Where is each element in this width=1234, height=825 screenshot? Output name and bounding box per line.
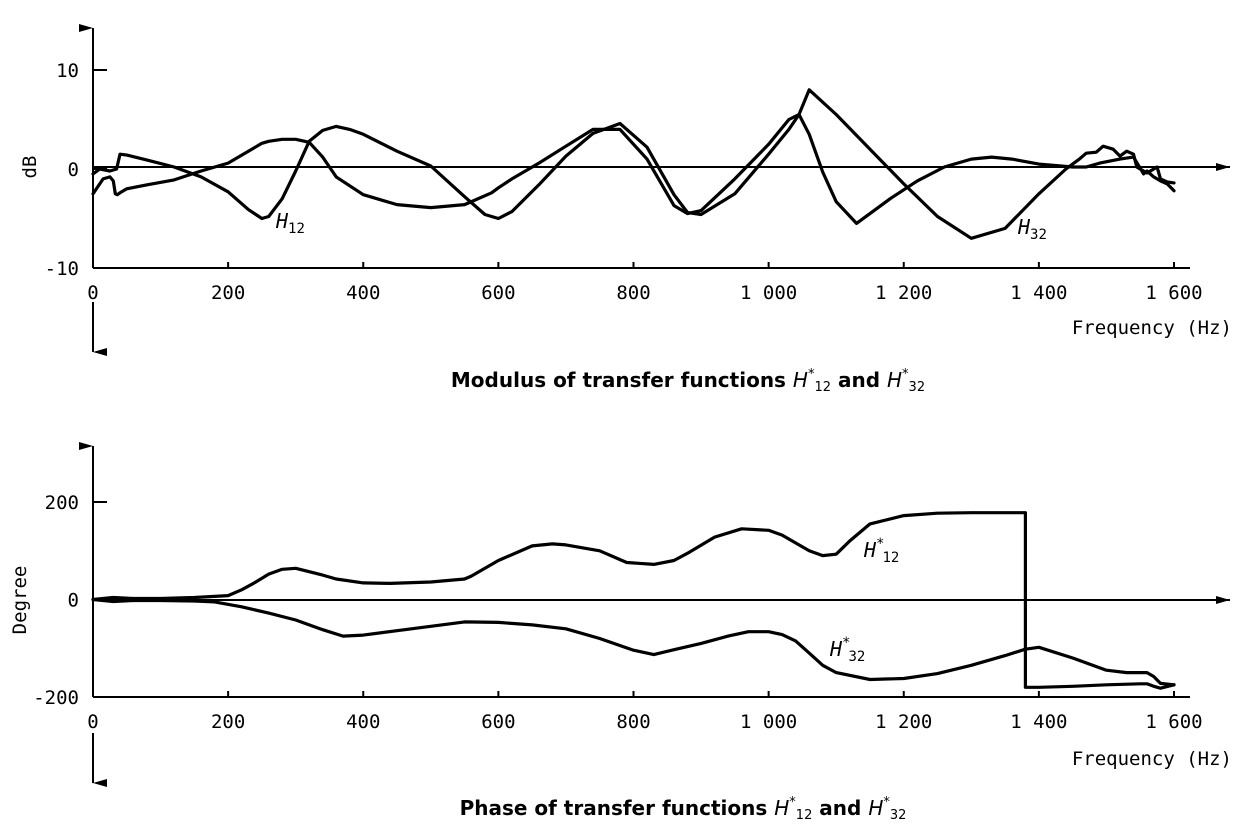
- y-tick-label: 10: [56, 60, 79, 82]
- series-line-hstar32: [91, 597, 1176, 687]
- y-axis-label: Degree: [9, 566, 31, 635]
- x-tick-label: 600: [481, 711, 515, 733]
- series-line-h32: [91, 88, 1176, 240]
- series-line-h12: [91, 112, 1176, 225]
- y-tick-label: -200: [33, 687, 79, 709]
- series-line-hstar12: [91, 511, 1176, 690]
- phase-chart: 0 200 400 600 800 1 000 1 200 1 400 1 600 200 0 -2…: [9, 442, 1232, 823]
- x-tick-label: 200: [211, 282, 245, 304]
- x-tick-label: 400: [346, 282, 380, 304]
- series-label-h12: H12: [275, 209, 305, 237]
- series-label-h12-star: H* 12: [863, 536, 899, 566]
- x-tick-label: 400: [346, 711, 380, 733]
- x-tick-label: 1 000: [740, 282, 797, 304]
- chart-caption: Modulus of transfer functions H*12 and H…: [451, 367, 925, 395]
- x-tick-label: 0: [87, 711, 98, 733]
- x-tick-label: 800: [616, 282, 650, 304]
- series-label-h32-star: H* 32: [829, 635, 865, 665]
- x-axis-label: Frequency (Hz): [1072, 317, 1232, 339]
- modulus-chart: 0 200 400 600 800 1 000 1 200 1 400 1 600 10 0 -10…: [19, 24, 1232, 395]
- x-tick-label: 200: [211, 711, 245, 733]
- x-tick-label: 800: [616, 711, 650, 733]
- x-tick-label: 1 200: [875, 282, 932, 304]
- x-axis-label: Frequency (Hz): [1072, 748, 1232, 770]
- series-label-h32: H32: [1017, 215, 1047, 243]
- x-tick-label: 0: [87, 282, 98, 304]
- x-tick-label: 1 000: [740, 711, 797, 733]
- y-axis-label: dB: [19, 156, 41, 179]
- x-tick-label: 1 200: [875, 711, 932, 733]
- y-tick-label: 200: [45, 492, 79, 514]
- x-tick-label: 1 400: [1010, 282, 1067, 304]
- y-tick-label: 0: [68, 590, 79, 612]
- x-tick-label: 1 400: [1010, 711, 1067, 733]
- y-tick-label: 0: [68, 159, 79, 181]
- chart-caption: Phase of transfer functions H*12 and H*3…: [460, 795, 907, 823]
- y-tick-label: -10: [45, 258, 79, 280]
- x-tick-label: 600: [481, 282, 515, 304]
- x-tick-label: 1 600: [1145, 711, 1202, 733]
- x-tick-label: 1 600: [1145, 282, 1202, 304]
